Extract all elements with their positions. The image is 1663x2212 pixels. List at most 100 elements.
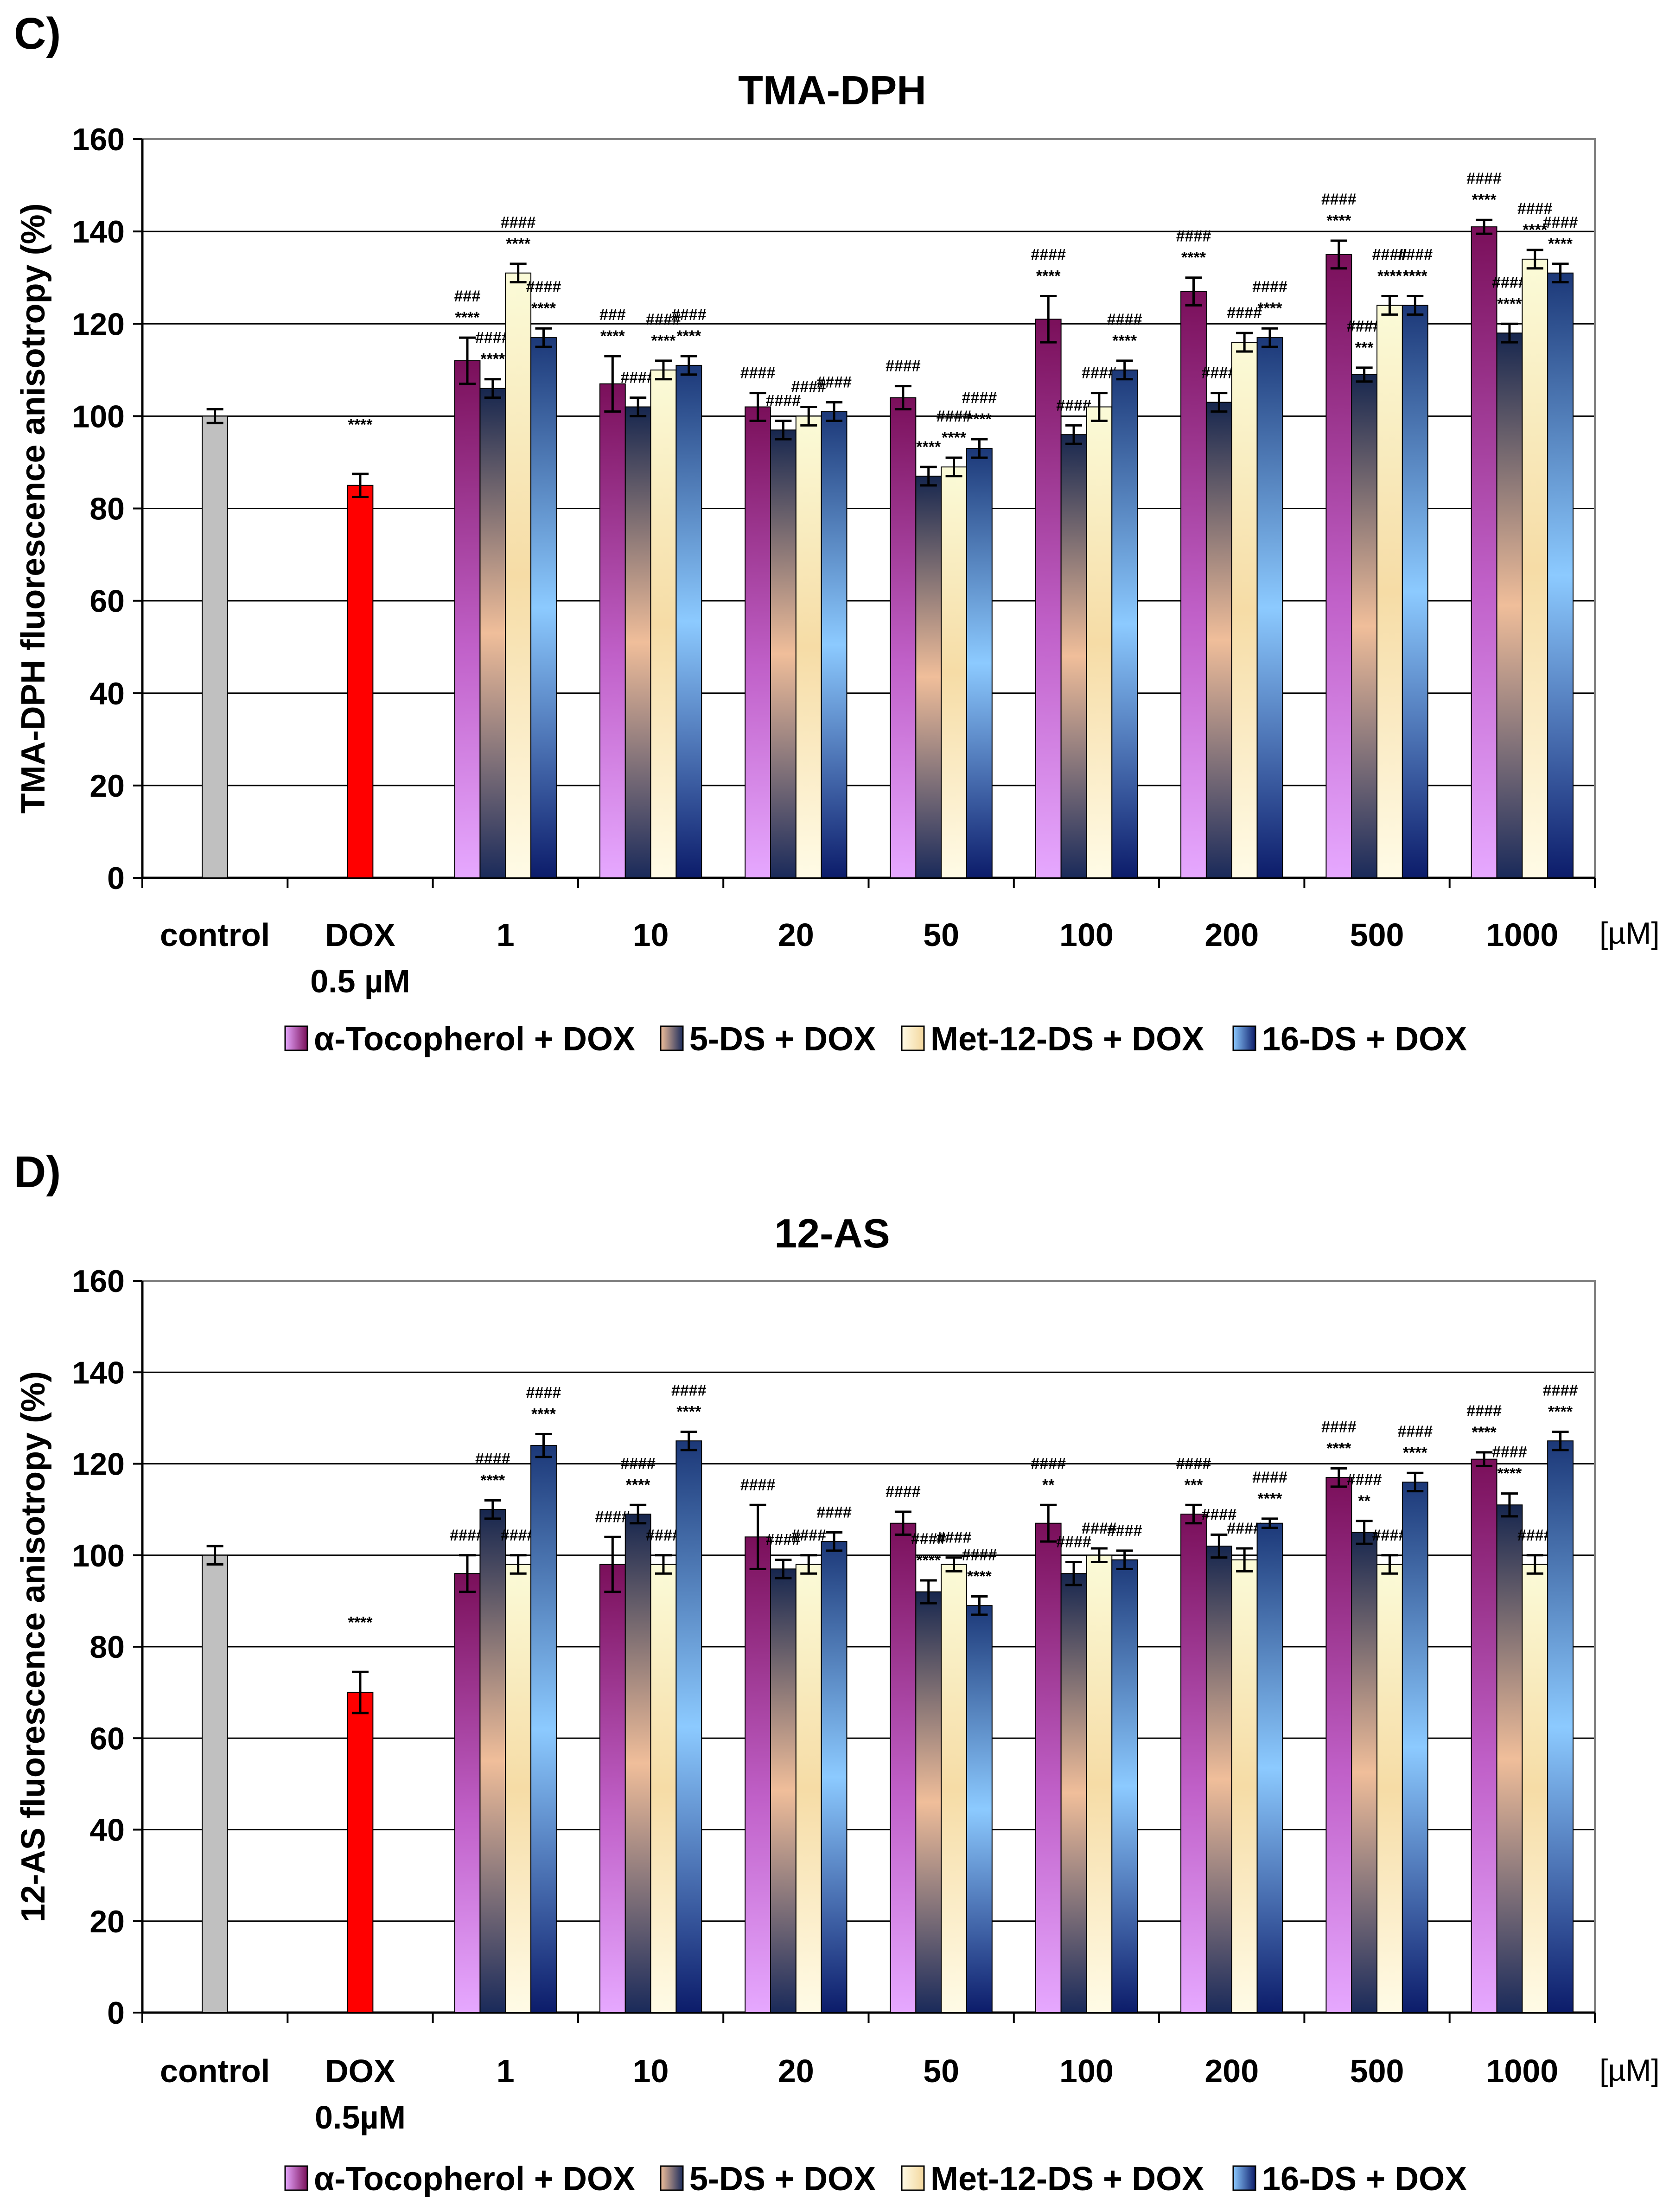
bar-series-0 — [745, 1536, 771, 2013]
significance-label: #### — [620, 1455, 656, 1472]
significance-label: #### — [526, 1384, 561, 1401]
y-tick-label: 0 — [107, 1995, 125, 2031]
legend-label: 16-DS + DOX — [1262, 2161, 1467, 2198]
bar-series-1 — [479, 1509, 506, 2013]
x-category-label: DOX — [325, 2053, 395, 2089]
y-tick-label: 120 — [72, 1447, 125, 1482]
legend-swatch-1 — [660, 1025, 684, 1051]
significance-label: #### — [1227, 304, 1262, 322]
significance-label: #### — [1176, 1455, 1211, 1472]
significance-label: #### — [816, 1503, 852, 1521]
significance-label: **** — [1326, 1439, 1351, 1457]
significance-label: **** — [1472, 191, 1497, 209]
legend-label: 16-DS + DOX — [1262, 1021, 1467, 1058]
y-tick-label: 160 — [72, 1264, 125, 1299]
significance-label: #### — [1252, 278, 1287, 296]
bar-control — [202, 1554, 229, 2013]
bar-series-3 — [1256, 337, 1283, 878]
bar-series-3 — [1547, 1440, 1574, 2013]
x-category-label: DOX — [325, 917, 395, 953]
significance-label: **** — [1497, 1465, 1522, 1483]
bar-series-3 — [675, 364, 702, 879]
x-category-label: 50 — [923, 2053, 959, 2089]
bar-series-2 — [1522, 1564, 1548, 2014]
bar-series-3 — [530, 337, 557, 878]
significance-label: **** — [967, 410, 992, 428]
bar-series-2 — [941, 466, 967, 878]
gridlines — [142, 230, 1595, 786]
significance-label: #### — [1056, 1534, 1091, 1551]
legend-label: 5-DS + DOX — [689, 1021, 876, 1058]
bar-series-2 — [1376, 305, 1403, 878]
bar-series-2 — [1086, 406, 1113, 878]
significance-label: **** — [1112, 332, 1137, 350]
significance-label: #### — [911, 1530, 946, 1548]
chart-title: 12-AS — [774, 1210, 890, 1256]
panel-label: D) — [14, 1147, 61, 1197]
significance-label: **** — [916, 1552, 941, 1569]
significance-label: **** — [480, 1471, 505, 1489]
significance-label: #### — [526, 278, 561, 296]
bar-series-1 — [770, 1568, 796, 2013]
significance-label: #### — [475, 329, 510, 347]
significance-label: **** — [348, 416, 373, 434]
significance-label: #### — [1107, 1522, 1142, 1540]
y-tick-label: 40 — [89, 1813, 125, 1848]
significance-label: #### — [671, 306, 707, 324]
bar-series-3 — [530, 1445, 557, 2013]
bar-series-3 — [821, 411, 847, 878]
significance-label: #### — [501, 214, 536, 231]
bar-series-0 — [1325, 254, 1352, 878]
x-category-label: control — [160, 917, 270, 953]
significance-label: #### — [1082, 364, 1117, 382]
x-category-label: 1 — [497, 917, 515, 953]
bar-dox — [347, 1692, 374, 2013]
bar-series-0 — [1471, 1458, 1497, 2013]
significance-label: #### — [766, 1531, 801, 1549]
bar-series-0 — [599, 383, 626, 878]
bar-series-1 — [479, 388, 506, 879]
significance-label: **** — [626, 1476, 651, 1494]
legend-label: Met-12-DS + DOX — [930, 2161, 1204, 2198]
significance-label: #### — [1107, 311, 1142, 328]
bar-series-1 — [1060, 1573, 1087, 2013]
bar-series-0 — [1035, 1522, 1062, 2013]
y-tick-label: 20 — [89, 768, 125, 804]
significance-label: #### — [1202, 1506, 1237, 1523]
legend-swatch-2 — [901, 2165, 925, 2191]
significance-label: **** — [531, 1405, 556, 1423]
significance-label: **** — [1523, 221, 1548, 239]
significance-label: *** — [1355, 339, 1374, 357]
x-category-label: 100 — [1059, 2053, 1114, 2089]
significance-label: **** — [1258, 1490, 1283, 1508]
legend-swatch-1 — [660, 2165, 684, 2191]
bar-series-2 — [795, 1564, 822, 2014]
x-category-label: 500 — [1350, 2053, 1404, 2089]
significance-label: #### — [1321, 1418, 1357, 1436]
significance-label: #### — [1543, 214, 1578, 231]
significance-label: #### — [501, 1527, 536, 1544]
bar-series-2 — [1231, 1559, 1258, 2014]
x-category-label: 100 — [1059, 917, 1114, 953]
significance-label: **** — [651, 332, 676, 350]
y-tick-label: 60 — [89, 1721, 125, 1756]
significance-label: #### — [620, 369, 656, 387]
significance-label: **** — [967, 1568, 992, 1585]
legend-swatch-2 — [901, 1025, 925, 1051]
significance-label: #### — [886, 358, 921, 375]
bar-series-0 — [890, 397, 917, 878]
significance-label: #### — [1372, 1527, 1408, 1544]
significance-label: #### — [1466, 170, 1502, 187]
y-tick-label: 140 — [72, 214, 125, 249]
significance-label: #### — [1321, 191, 1357, 208]
x-category-label: control — [160, 2053, 270, 2089]
bar-series-3 — [966, 448, 993, 878]
significance-label: #### — [1543, 1381, 1578, 1399]
significance-label: **** — [1548, 1403, 1573, 1420]
bar-series-0 — [1471, 226, 1497, 879]
bar-series-2 — [1522, 258, 1548, 878]
bar-series-0 — [454, 1573, 481, 2013]
significance-label: **** — [1403, 268, 1428, 285]
significance-label: #### — [740, 1476, 776, 1494]
